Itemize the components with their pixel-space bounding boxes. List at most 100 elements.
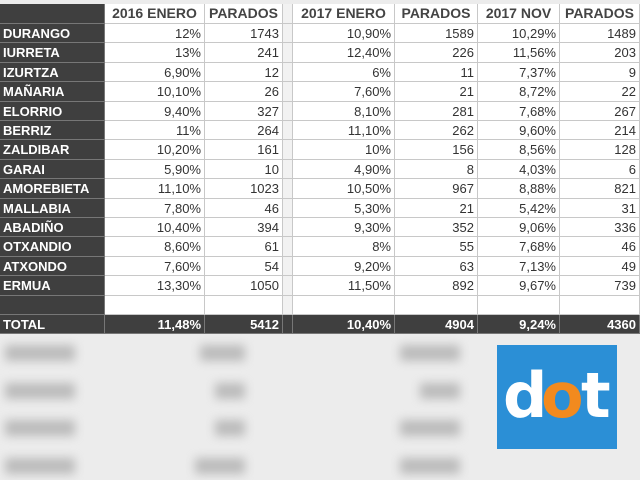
gap-cell xyxy=(283,237,293,257)
data-cell: 9 xyxy=(560,62,640,83)
gap-cell xyxy=(283,121,293,141)
data-cell: 13% xyxy=(105,43,205,63)
logo-letter: d xyxy=(503,359,548,432)
gap-cell xyxy=(283,198,293,218)
data-cell: 336 xyxy=(560,218,640,238)
data-cell: 7,37% xyxy=(478,62,560,83)
logo: d o t xyxy=(497,345,617,449)
empty-cell xyxy=(205,295,283,315)
data-cell: 1743 xyxy=(205,24,283,44)
data-cell: 49 xyxy=(560,256,640,277)
data-cell: 9,67% xyxy=(478,276,560,296)
empty-cell xyxy=(293,295,395,315)
total-cell: 4904 xyxy=(395,315,478,335)
data-cell: 61 xyxy=(205,237,283,257)
row-name: BERRIZ xyxy=(0,121,105,141)
gap-cell xyxy=(283,256,293,277)
gap-cell xyxy=(283,295,293,315)
data-cell: 54 xyxy=(205,256,283,277)
data-cell: 31 xyxy=(560,198,640,218)
header-cell: PARADOS xyxy=(560,4,640,24)
data-cell: 241 xyxy=(205,43,283,63)
data-cell: 128 xyxy=(560,140,640,160)
total-cell: 11,48% xyxy=(105,315,205,335)
data-cell: 10,29% xyxy=(478,24,560,44)
data-cell: 8,88% xyxy=(478,179,560,199)
data-cell: 63 xyxy=(395,256,478,277)
empty-cell xyxy=(105,295,205,315)
data-cell: 8,60% xyxy=(105,237,205,257)
total-cell: 5412 xyxy=(205,315,283,335)
data-cell: 10 xyxy=(205,159,283,180)
gap-cell xyxy=(283,179,293,199)
row-name: GARAI xyxy=(0,159,105,180)
total-cell: 9,24% xyxy=(478,315,560,335)
header-cell: 2016 ENERO xyxy=(105,4,205,24)
data-cell: 352 xyxy=(395,218,478,238)
data-cell: 6,90% xyxy=(105,62,205,83)
gap-cell xyxy=(283,276,293,296)
data-cell: 7,68% xyxy=(478,237,560,257)
row-name: MAÑARIA xyxy=(0,82,105,102)
data-cell: 10,10% xyxy=(105,82,205,102)
total-label: TOTAL xyxy=(0,315,105,335)
data-cell: 1489 xyxy=(560,24,640,44)
logo-letter: t xyxy=(581,359,611,432)
data-cell: 11,50% xyxy=(293,276,395,296)
row-name: ATXONDO xyxy=(0,256,105,277)
row-name: DURANGO xyxy=(0,24,105,44)
gap-cell xyxy=(283,101,293,121)
data-cell: 10% xyxy=(293,140,395,160)
data-cell: 10,90% xyxy=(293,24,395,44)
gap-cell xyxy=(283,4,293,24)
row-name: AMOREBIETA xyxy=(0,179,105,199)
data-cell: 13,30% xyxy=(105,276,205,296)
data-cell: 22 xyxy=(560,82,640,102)
data-cell: 156 xyxy=(395,140,478,160)
data-cell: 10,50% xyxy=(293,179,395,199)
gap-cell xyxy=(283,24,293,44)
data-cell: 11,10% xyxy=(293,121,395,141)
data-cell: 6 xyxy=(560,159,640,180)
data-cell: 11,10% xyxy=(105,179,205,199)
gap-cell xyxy=(283,82,293,102)
data-cell: 26 xyxy=(205,82,283,102)
data-cell: 8% xyxy=(293,237,395,257)
data-cell: 1589 xyxy=(395,24,478,44)
empty-cell xyxy=(395,295,478,315)
data-cell: 281 xyxy=(395,101,478,121)
data-cell: 892 xyxy=(395,276,478,296)
data-cell: 7,68% xyxy=(478,101,560,121)
data-cell: 11% xyxy=(105,121,205,141)
data-cell: 10,40% xyxy=(105,218,205,238)
data-cell: 394 xyxy=(205,218,283,238)
data-cell: 821 xyxy=(560,179,640,199)
data-cell: 9,30% xyxy=(293,218,395,238)
data-cell: 6% xyxy=(293,62,395,83)
data-cell: 1050 xyxy=(205,276,283,296)
logo-letter: o xyxy=(541,359,584,432)
data-cell: 11,56% xyxy=(478,43,560,63)
data-cell: 9,20% xyxy=(293,256,395,277)
data-cell: 9,60% xyxy=(478,121,560,141)
row-name: IURRETA xyxy=(0,43,105,63)
data-cell: 161 xyxy=(205,140,283,160)
row-name: IZURTZA xyxy=(0,62,105,83)
data-cell: 1023 xyxy=(205,179,283,199)
data-cell: 8 xyxy=(395,159,478,180)
data-cell: 12 xyxy=(205,62,283,83)
header-cell: 2017 ENERO xyxy=(293,4,395,24)
data-cell: 267 xyxy=(560,101,640,121)
row-name: OTXANDIO xyxy=(0,237,105,257)
data-cell: 12,40% xyxy=(293,43,395,63)
data-cell: 46 xyxy=(560,237,640,257)
gap-cell xyxy=(283,315,293,335)
total-cell: 10,40% xyxy=(293,315,395,335)
data-cell: 262 xyxy=(395,121,478,141)
data-cell: 5,90% xyxy=(105,159,205,180)
data-cell: 7,13% xyxy=(478,256,560,277)
data-cell: 203 xyxy=(560,43,640,63)
data-cell: 10,20% xyxy=(105,140,205,160)
data-cell: 967 xyxy=(395,179,478,199)
